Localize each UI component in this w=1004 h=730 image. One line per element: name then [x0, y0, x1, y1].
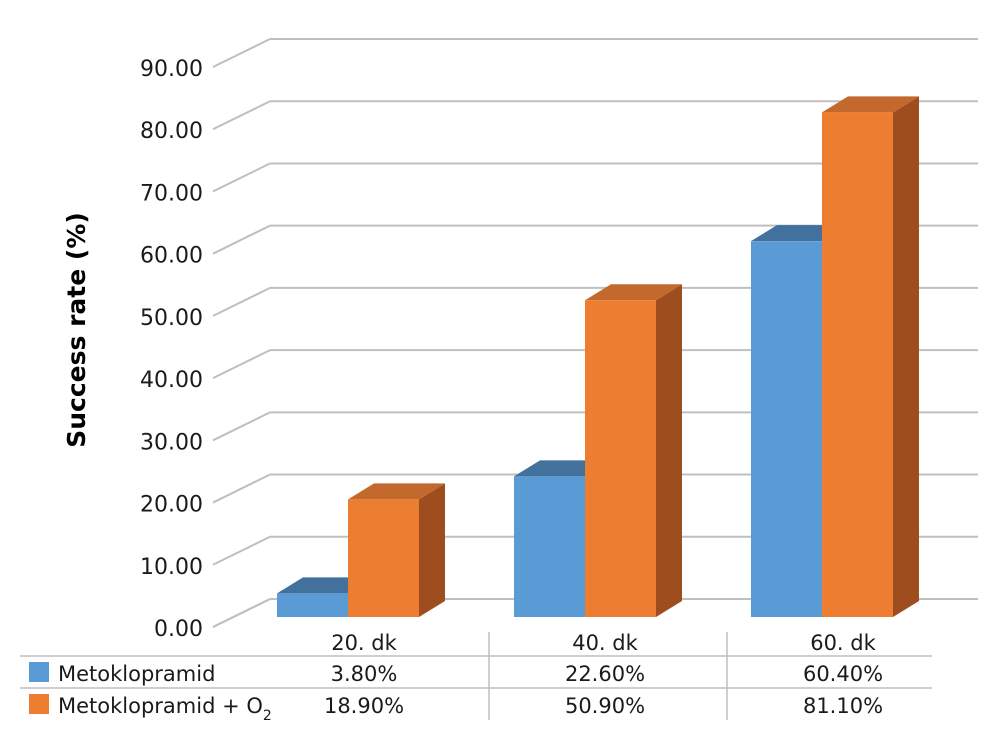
bar [822, 96, 919, 617]
y-tick-label: 0.00 [154, 617, 203, 642]
bar-side [893, 96, 919, 617]
bar-top [822, 96, 919, 113]
data-label: 50.90% [565, 694, 645, 718]
bars [277, 96, 919, 617]
y-tick-label: 10.00 [140, 555, 203, 580]
gridline-diagonal [212, 411, 271, 442]
y-tick-label: 60.00 [140, 244, 203, 269]
y-tick-label: 70.00 [140, 181, 203, 206]
category-label: 40. dk [572, 631, 638, 655]
bar-front [348, 499, 419, 617]
data-label: 3.80% [331, 662, 398, 686]
gridline-diagonal [212, 100, 271, 131]
y-tick-label: 50.00 [140, 306, 203, 331]
bar-side [419, 483, 445, 617]
y-tick-label: 40.00 [140, 368, 203, 393]
data-label: 60.40% [803, 662, 883, 686]
bar-front [514, 476, 585, 617]
y-tick-label: 80.00 [140, 119, 203, 144]
y-tick-label: 90.00 [140, 57, 203, 82]
bar-front [585, 300, 656, 617]
data-table: 20. dk 40. dk 60. dk Metoklopramid 3.80% 22.6… [20, 631, 932, 724]
bar-front [751, 241, 822, 617]
y-tick-label: 30.00 [140, 430, 203, 455]
bar-side [656, 284, 682, 617]
gridline-diagonal [212, 349, 271, 380]
y-axis-ticks: 0.00 10.00 20.00 30.00 40.00 50.00 60.00 70.00 8… [140, 57, 203, 642]
data-label: 18.90% [324, 694, 404, 718]
floor-edge [212, 598, 271, 628]
bar-front [277, 593, 348, 617]
gridline-diagonal [212, 473, 271, 504]
data-label: 22.60% [565, 662, 645, 686]
bar [348, 483, 445, 617]
category-label: 20. dk [331, 631, 397, 655]
gridline-diagonal [212, 224, 271, 255]
gridline-diagonal [212, 162, 271, 193]
legend-swatch [29, 662, 49, 682]
bar [585, 284, 682, 617]
category-label: 60. dk [810, 631, 876, 655]
gridline-diagonal [212, 535, 271, 566]
data-label: 81.10% [803, 694, 883, 718]
bar-top [585, 284, 682, 301]
legend-swatch [29, 694, 49, 714]
series-name: Metoklopramid [58, 662, 215, 686]
y-axis-label: Success rate (%) [62, 212, 91, 448]
bar-front [822, 112, 893, 617]
gridline-diagonal [212, 38, 271, 68]
gridline-diagonal [212, 286, 271, 317]
y-tick-label: 20.00 [140, 493, 203, 518]
series-name: Metoklopramid + O2 [58, 694, 272, 724]
bar-top [348, 483, 445, 500]
